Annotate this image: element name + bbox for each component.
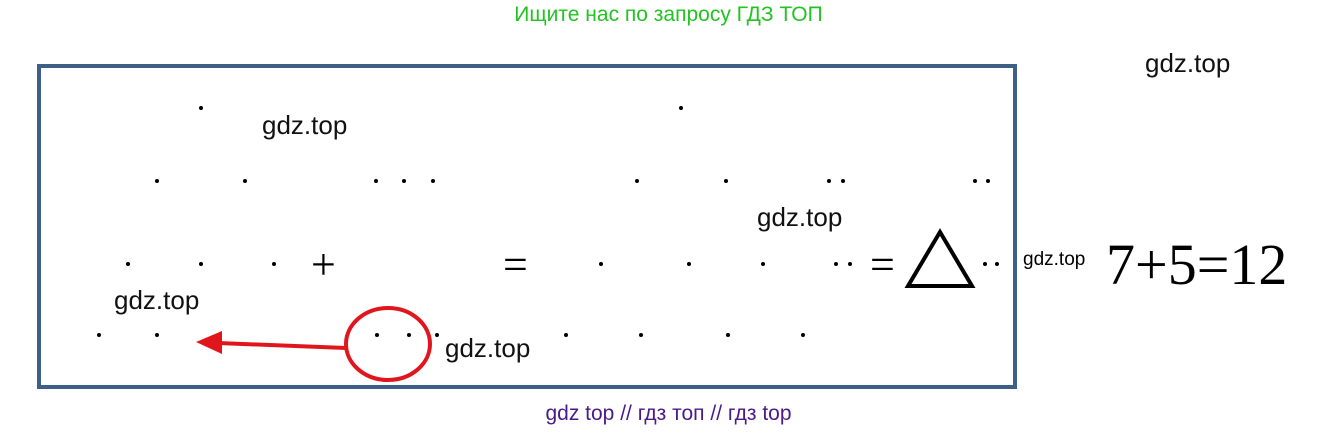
dot (97, 333, 101, 337)
arrow-head-icon (196, 331, 222, 354)
dot (407, 333, 411, 337)
dot (986, 179, 990, 183)
dot (431, 179, 435, 183)
highlight-circle (344, 306, 432, 382)
watermark: gdz.top (262, 110, 348, 140)
dot (679, 106, 683, 110)
watermark: gdz.top (1023, 249, 1086, 270)
watermark: gdz.top (757, 202, 843, 232)
equals-sign: = (870, 240, 895, 289)
dot (726, 333, 730, 337)
dot (564, 333, 568, 337)
dot (761, 262, 765, 266)
watermark: gdz.top (1145, 48, 1231, 78)
footer-text: gdz top // гдз топ // гдз top (545, 402, 792, 425)
dot (155, 179, 159, 183)
banner-text: Ищите нас по запросу ГДЗ ТОП (514, 3, 823, 26)
dot (827, 179, 831, 183)
dot (126, 262, 130, 266)
figure-frame (37, 64, 1017, 389)
equals-sign: = (503, 240, 528, 289)
dot (199, 262, 203, 266)
dot (199, 106, 203, 110)
triangle-icon (904, 228, 976, 288)
arrow-line (217, 341, 347, 350)
dot (801, 333, 805, 337)
dot (639, 333, 643, 337)
watermark: gdz.top (445, 333, 531, 363)
dot (687, 262, 691, 266)
dot (635, 179, 639, 183)
dot (995, 262, 999, 266)
dot (375, 333, 379, 337)
dot (374, 179, 378, 183)
red-annotation (196, 306, 432, 382)
dot (243, 179, 247, 183)
dot (155, 333, 159, 337)
dot (834, 262, 838, 266)
dot (435, 333, 439, 337)
equation: 7+5=12 (1106, 232, 1288, 297)
dot (272, 262, 276, 266)
dot (724, 179, 728, 183)
dot (973, 179, 977, 183)
dot (599, 262, 603, 266)
dot (848, 262, 852, 266)
watermark: gdz.top (114, 285, 200, 315)
dot (841, 179, 845, 183)
dot (402, 179, 406, 183)
plus-sign: + (311, 240, 336, 289)
dot (983, 262, 987, 266)
